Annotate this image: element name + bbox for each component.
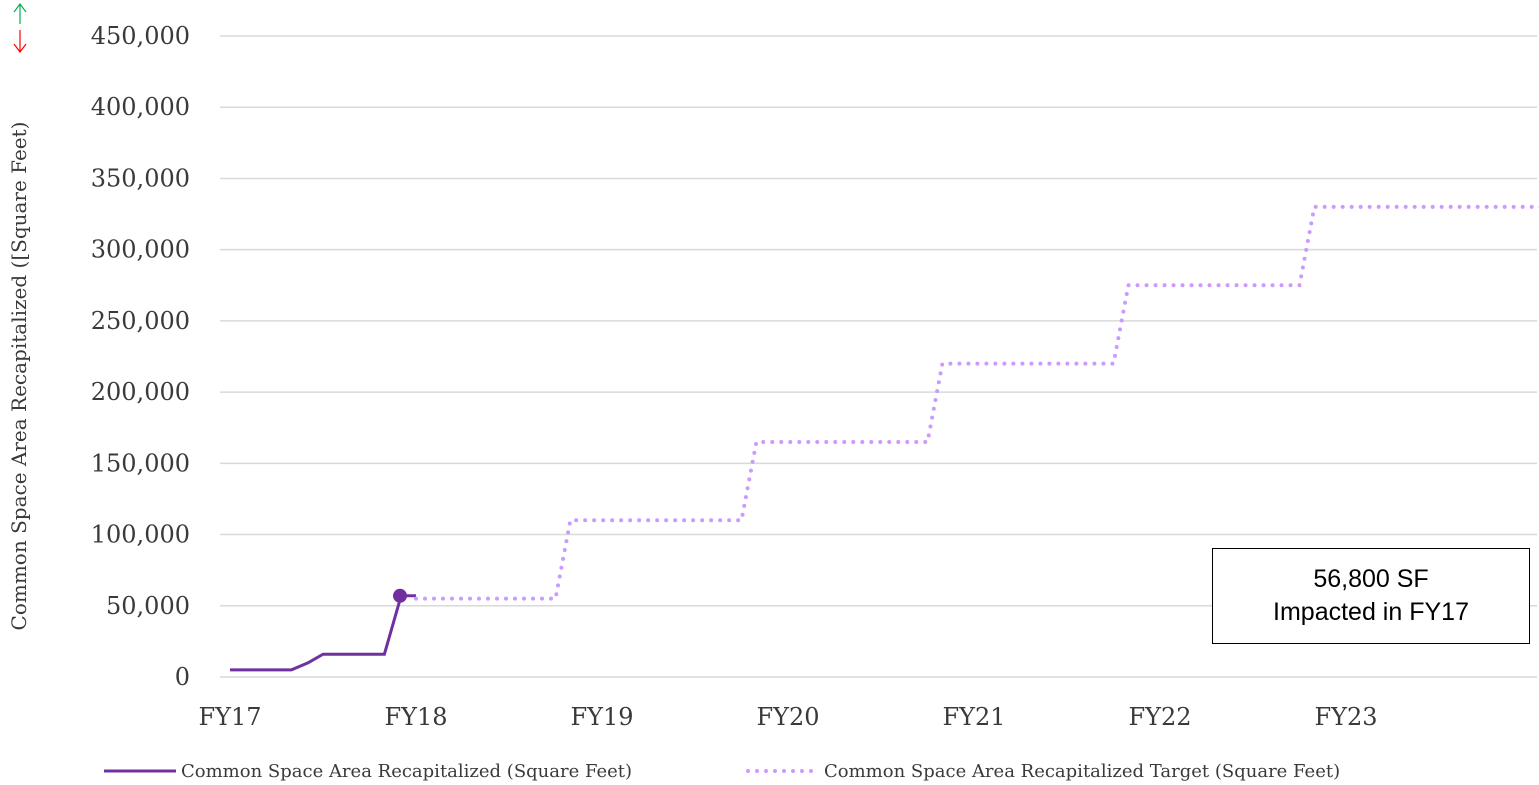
y-tick-label: 0 [175,663,190,691]
x-tick-label: FY21 [942,703,1005,731]
series-lines [230,204,1539,672]
x-tick-labels: FY17 FY18 FY19 FY20 FY21 FY22 FY23 [198,703,1377,731]
legend-label-actual: Common Space Area Recapitalized (Square … [181,761,632,782]
x-tick-label: FY22 [1128,703,1191,731]
y-tick-label: 150,000 [91,449,190,477]
y-tick-label: 100,000 [91,521,190,549]
y-tick-label: 450,000 [91,22,190,50]
x-tick-label: FY17 [198,703,261,731]
y-tick-label: 200,000 [91,378,190,406]
callout-box: 56,800 SF Impacted in FY17 [1212,548,1530,644]
legend-label-target: Common Space Area Recapitalized Target (… [824,761,1340,782]
y-tick-label: 50,000 [106,592,190,620]
y-tick-label: 350,000 [91,164,190,192]
y-tick-labels: 0 50,000 100,000 150,000 200,000 250,000 300,0… [91,22,190,691]
y-axis-title: Common Space Area Recapitalized ([Square… [7,122,31,631]
target-series-line [414,204,1539,601]
x-tick-label: FY20 [756,703,819,731]
callout-line-1: 56,800 SF [1313,565,1429,593]
scroll-arrows-icon[interactable] [13,3,27,53]
callout-line-2: Impacted in FY17 [1273,598,1469,626]
x-tick-label: FY19 [570,703,633,731]
gridlines [220,35,1537,678]
y-tick-label: 250,000 [91,307,190,335]
y-tick-label: 400,000 [91,93,190,121]
x-tick-label: FY18 [384,703,447,731]
x-tick-label: FY23 [1314,703,1377,731]
actual-series-line [230,594,416,672]
y-tick-label: 300,000 [91,236,190,264]
legend: Common Space Area Recapitalized (Square … [104,761,1340,782]
actual-latest-point [393,588,407,603]
